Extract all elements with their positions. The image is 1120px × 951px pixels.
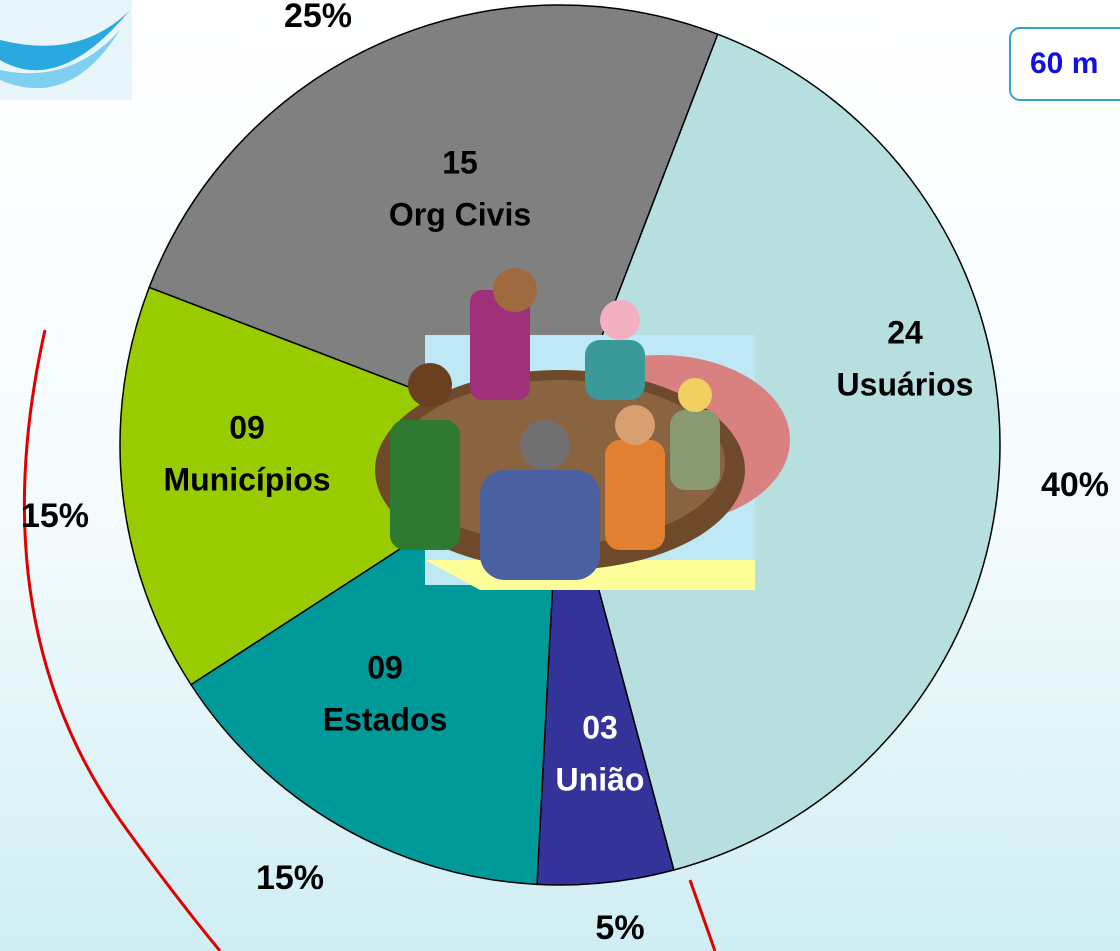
value-label: 40% bbox=[1041, 466, 1109, 504]
slice-label: Estados bbox=[323, 701, 447, 737]
slice-label: Municípios bbox=[163, 461, 330, 497]
slice-label: Org Civis bbox=[389, 196, 531, 232]
slice-count: 15 bbox=[442, 144, 478, 180]
slice-count: 09 bbox=[367, 649, 403, 685]
annotation: 60 m bbox=[1030, 47, 1098, 80]
slice-count: 03 bbox=[582, 709, 618, 745]
logo bbox=[0, 0, 132, 100]
slice-count: 09 bbox=[229, 409, 265, 445]
value-label: 15% bbox=[21, 497, 89, 535]
value-label: 25% bbox=[284, 0, 352, 35]
slice-count: 24 bbox=[887, 314, 923, 350]
value-label: 5% bbox=[595, 909, 644, 947]
page: 60 m 24 Usuários 40% 03 União 5% 09 Estados 15% 0… bbox=[0, 0, 1120, 951]
slice-label: Usuários bbox=[837, 366, 974, 402]
chart: 60 m 24 Usuários 40% 03 União 5% 09 Estados 15% 0… bbox=[0, 0, 1120, 951]
slice-label: União bbox=[556, 761, 645, 797]
value-label: 15% bbox=[256, 859, 324, 897]
